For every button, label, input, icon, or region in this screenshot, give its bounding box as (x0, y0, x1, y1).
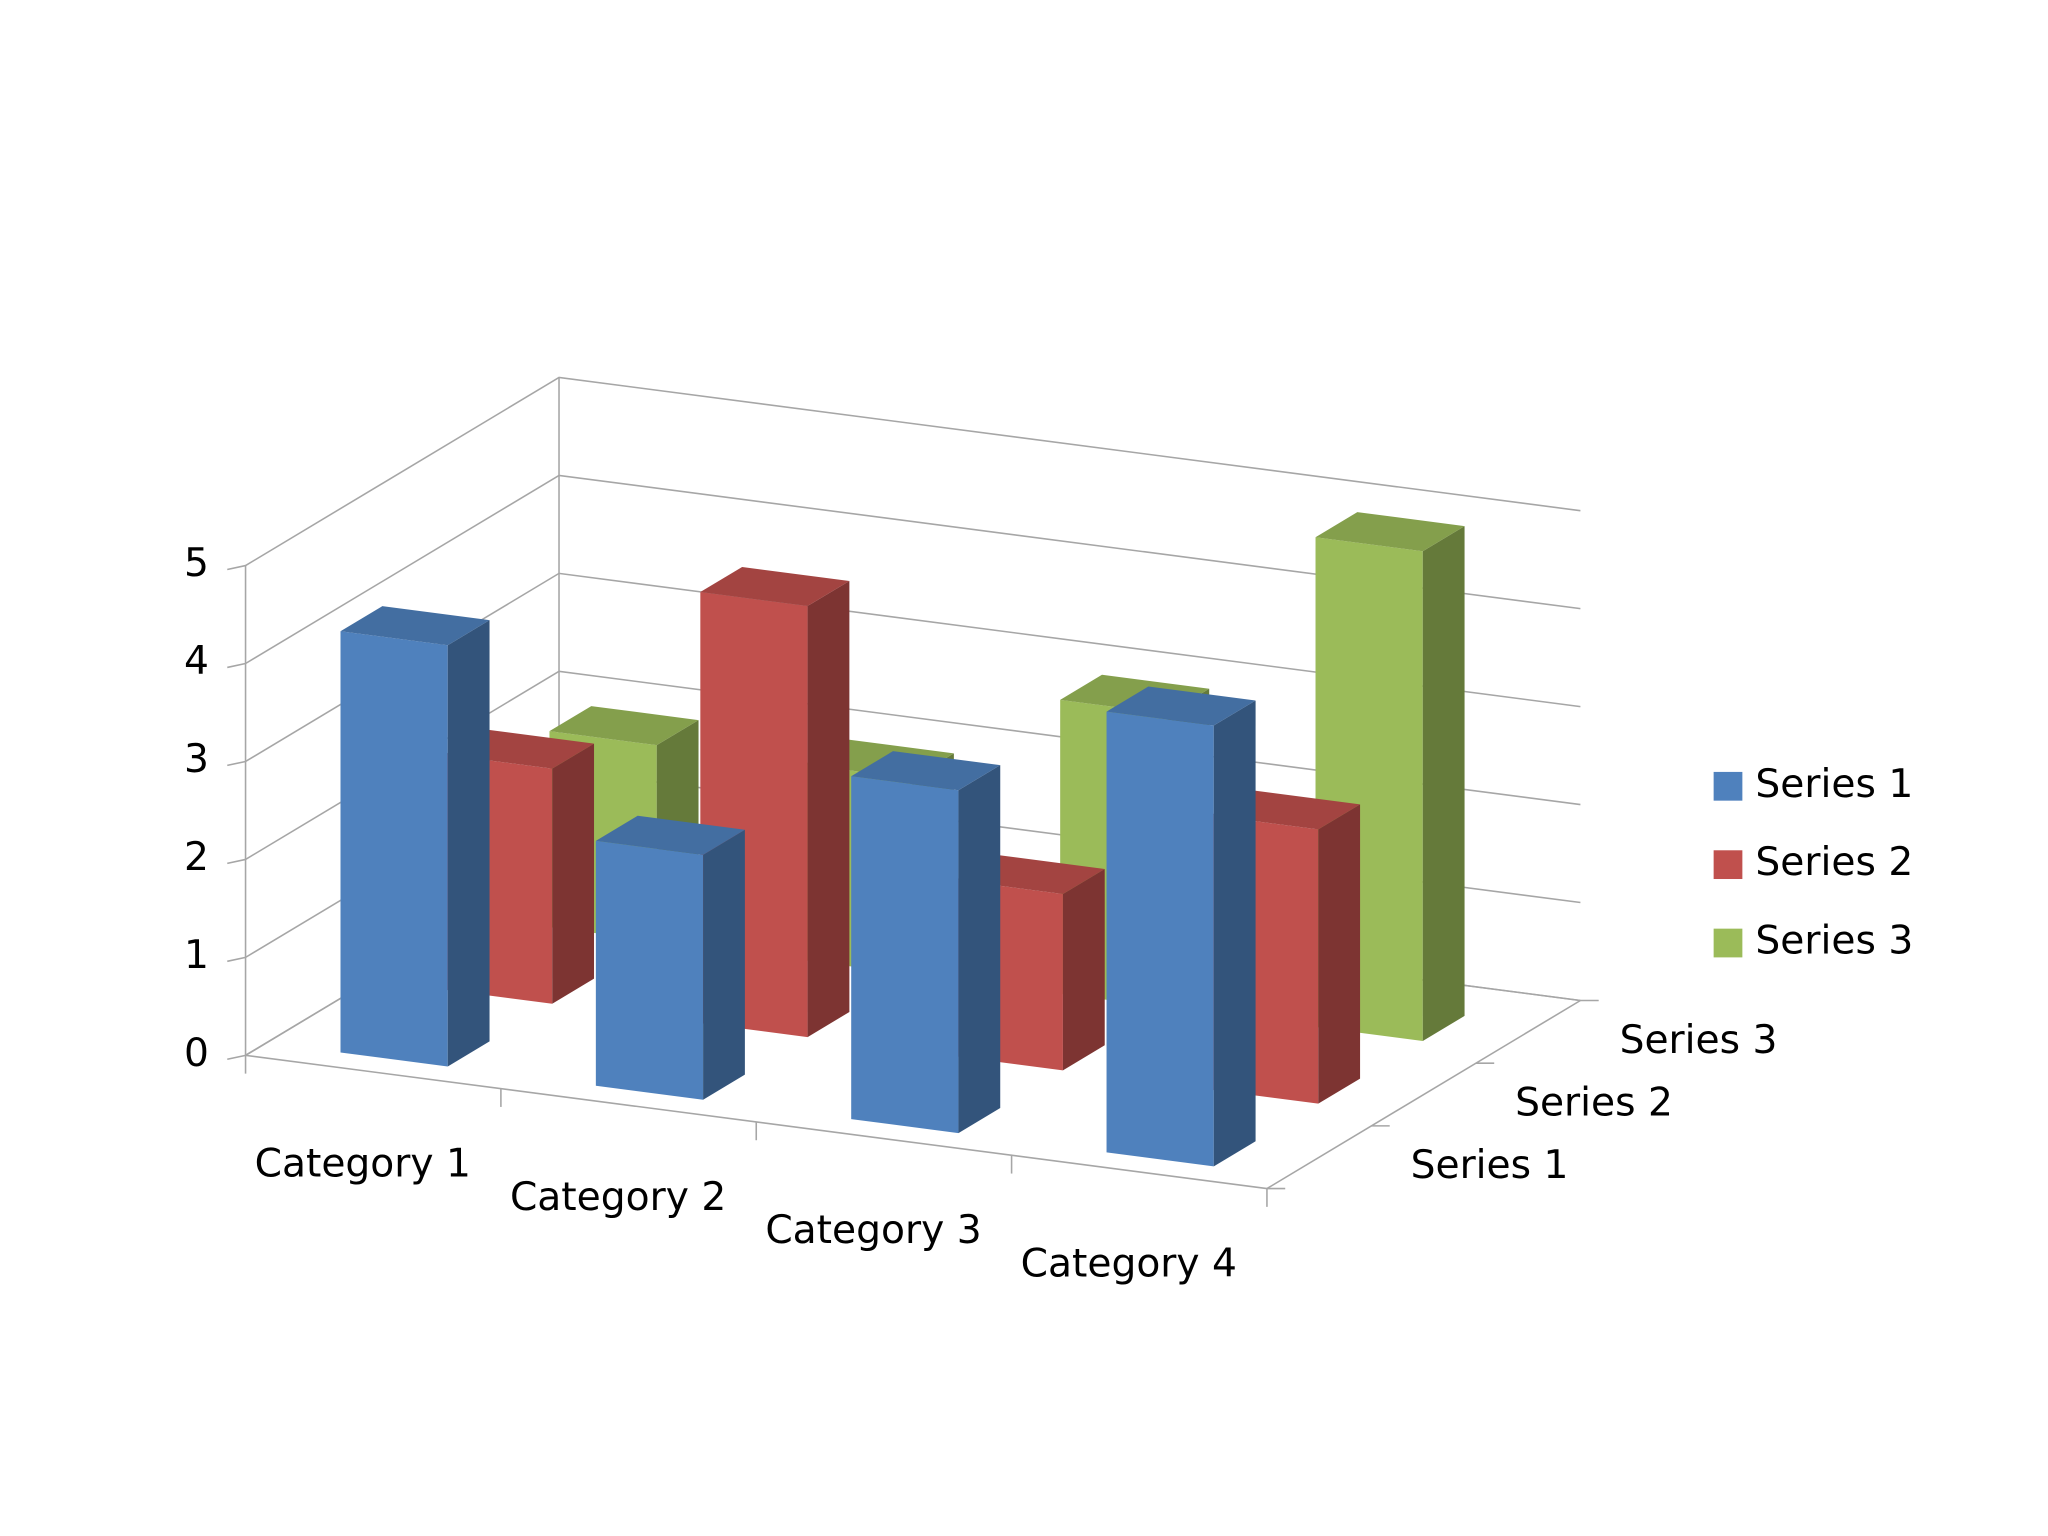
bar (595, 815, 745, 1100)
y-tick-label: 4 (184, 639, 209, 684)
bar-top (851, 751, 1001, 791)
depth-label: Series 1 (1411, 1143, 1569, 1188)
depth-label: Series 2 (1515, 1080, 1673, 1125)
bar-top (549, 706, 699, 746)
legend-swatch (1713, 928, 1743, 958)
x-tick-label: Category 2 (510, 1175, 726, 1220)
bar-top (595, 815, 745, 855)
y-tick (227, 564, 246, 571)
depth-label: Series 3 (1620, 1018, 1778, 1063)
legend-label: Series 3 (1755, 919, 1913, 964)
bar-side (958, 765, 1001, 1134)
y-tick (227, 760, 246, 767)
legend-swatch (1713, 850, 1743, 880)
legend-label: Series 1 (1755, 762, 1913, 807)
y-tick-label: 0 (184, 1031, 209, 1076)
y-tick (227, 662, 246, 669)
bar-front (595, 840, 704, 1100)
x-tick-label: Category 3 (765, 1208, 981, 1253)
bar-side (447, 620, 490, 1067)
bar-side (1318, 804, 1361, 1104)
bar-front (851, 776, 959, 1134)
bar-side (1062, 868, 1105, 1071)
y-tick (227, 956, 246, 963)
legend-label: Series 2 (1755, 840, 1913, 885)
bar-side (703, 829, 745, 1100)
y-tick-label: 3 (184, 737, 209, 782)
bar (851, 751, 1001, 1134)
bar-side (552, 743, 595, 1004)
bar-side (807, 580, 850, 1038)
x-tick-label: Category 4 (1021, 1241, 1237, 1286)
bar-front (340, 631, 448, 1067)
axis-line (1266, 999, 1581, 1190)
bar-side (1422, 526, 1465, 1041)
bar-top (1315, 512, 1465, 552)
y-tick-label: 2 (184, 835, 209, 880)
bar (1106, 686, 1256, 1167)
y-tick (227, 1054, 246, 1061)
y-tick-label: 1 (184, 933, 209, 978)
bar-top (340, 606, 490, 646)
y-tick-label: 5 (184, 541, 209, 586)
bar-top (1106, 686, 1256, 726)
bar-front (1106, 711, 1214, 1167)
legend-swatch (1713, 771, 1743, 801)
bar-side (1213, 700, 1256, 1167)
y-tick (227, 858, 246, 865)
bar (340, 606, 490, 1067)
bar-top (700, 566, 850, 607)
x-tick-label: Category 1 (255, 1142, 471, 1187)
